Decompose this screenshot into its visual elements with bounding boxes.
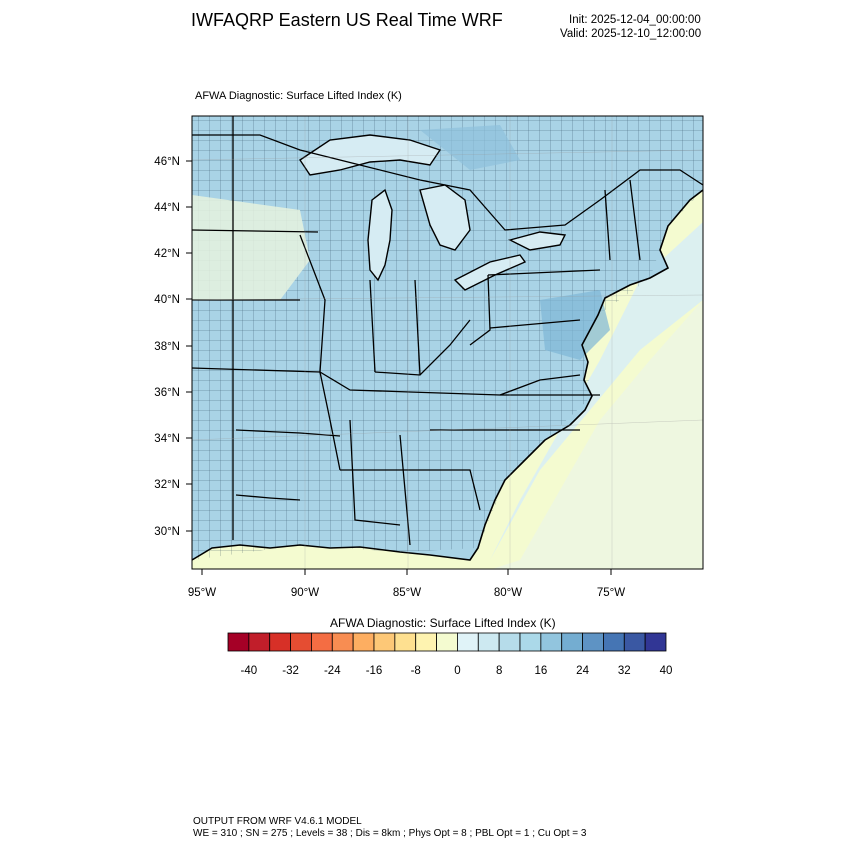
lon-label: 85°W xyxy=(393,587,421,599)
lat-label: 36°N xyxy=(154,387,180,399)
colorbar-swatch xyxy=(603,632,625,652)
longitude-axis: 95°W 90°W 85°W 80°W 75°W xyxy=(188,569,625,599)
colorbar-swatch xyxy=(477,632,500,652)
colorbar-swatch xyxy=(519,632,542,652)
latitude-axis: 46°N 44°N 42°N 40°N 38°N 36°N 34°N 32°N 30°N xyxy=(154,156,192,538)
colorbar-swatch xyxy=(352,632,375,652)
lon-label: 95°W xyxy=(188,587,216,599)
colorbar-swatch xyxy=(582,632,604,652)
colorbar-tick-label: 8 xyxy=(496,665,502,677)
coastal-band xyxy=(490,222,703,560)
colorbar-swatch xyxy=(269,632,291,652)
lon-label: 75°W xyxy=(597,587,625,599)
lat-label: 46°N xyxy=(154,156,180,168)
lat-label: 40°N xyxy=(154,294,180,306)
main-title: IWFAQRP Eastern US Real Time WRF xyxy=(191,10,503,30)
colorbar-swatch xyxy=(436,632,458,652)
lat-label: 32°N xyxy=(154,479,180,491)
lat-label: 38°N xyxy=(154,341,180,353)
colorbar-tick-label: 16 xyxy=(534,665,547,677)
lon-label: 80°W xyxy=(494,587,522,599)
colorbar-swatch xyxy=(540,632,563,652)
lat-label: 44°N xyxy=(154,202,180,214)
lake-erie xyxy=(453,254,527,291)
colorbar-swatch xyxy=(373,632,396,652)
graticule xyxy=(192,116,703,569)
colorbar-swatch xyxy=(311,632,333,652)
colorbar-tick-label: 40 xyxy=(660,665,673,677)
lake-huron xyxy=(419,184,471,251)
footer-model: OUTPUT FROM WRF V4.6.1 MODEL xyxy=(193,816,362,827)
colorbar-swatch xyxy=(394,632,417,652)
colorbar-swatch xyxy=(644,632,667,652)
lake-michigan xyxy=(367,188,393,282)
colorbar-swatch xyxy=(561,632,583,652)
map-field xyxy=(192,116,703,569)
colorbar-tick-label: 24 xyxy=(576,665,589,677)
lake-superior xyxy=(299,134,442,176)
colorbar-swatch xyxy=(290,632,312,652)
colorbar-tick-label: -8 xyxy=(411,665,421,677)
colorbar-swatch xyxy=(248,632,271,652)
lat-label: 34°N xyxy=(154,433,180,445)
colorbar-swatch xyxy=(227,632,250,652)
colorbar-tick-label: -32 xyxy=(282,665,299,677)
map-frame xyxy=(191,115,704,570)
lat-label: 30°N xyxy=(154,526,180,538)
colorbar-swatch xyxy=(457,632,479,652)
lon-label: 90°W xyxy=(291,587,319,599)
state-borders xyxy=(192,116,641,546)
valid-time: Valid: 2025-12-10_12:00:00 xyxy=(560,28,702,40)
plains-region xyxy=(192,195,310,300)
colorbar-tick-label: -24 xyxy=(324,665,341,677)
ocean-band xyxy=(492,300,703,569)
colorbar-swatch xyxy=(331,632,354,652)
county-lines xyxy=(192,116,703,560)
colorbar-tick-label: -16 xyxy=(366,665,383,677)
colorbar-tick-label: 32 xyxy=(618,665,631,677)
canada-border xyxy=(192,134,703,231)
coastline xyxy=(192,189,703,561)
colorbar-swatch xyxy=(498,632,521,652)
init-time: Init: 2025-12-04_00:00:00 xyxy=(569,14,701,26)
lake-ontario xyxy=(508,231,567,251)
colorbar-tick-label: -40 xyxy=(241,665,258,677)
lat-label: 42°N xyxy=(154,248,180,260)
dark-patch-east xyxy=(540,290,610,360)
dark-patch-north xyxy=(420,125,520,170)
colorbar: -40 -32 -24 -16 -8 0 8 16 24 32 40 xyxy=(227,632,673,677)
colorbar-swatch xyxy=(415,632,437,652)
map-subtitle: AFWA Diagnostic: Surface Lifted Index (K… xyxy=(195,90,402,102)
footer-config: WE = 310 ; SN = 275 ; Levels = 38 ; Dis … xyxy=(193,828,587,839)
colorbar-tick-label: 0 xyxy=(454,665,460,677)
colorbar-title: AFWA Diagnostic: Surface Lifted Index (K… xyxy=(330,616,556,630)
colorbar-swatch xyxy=(623,632,646,652)
